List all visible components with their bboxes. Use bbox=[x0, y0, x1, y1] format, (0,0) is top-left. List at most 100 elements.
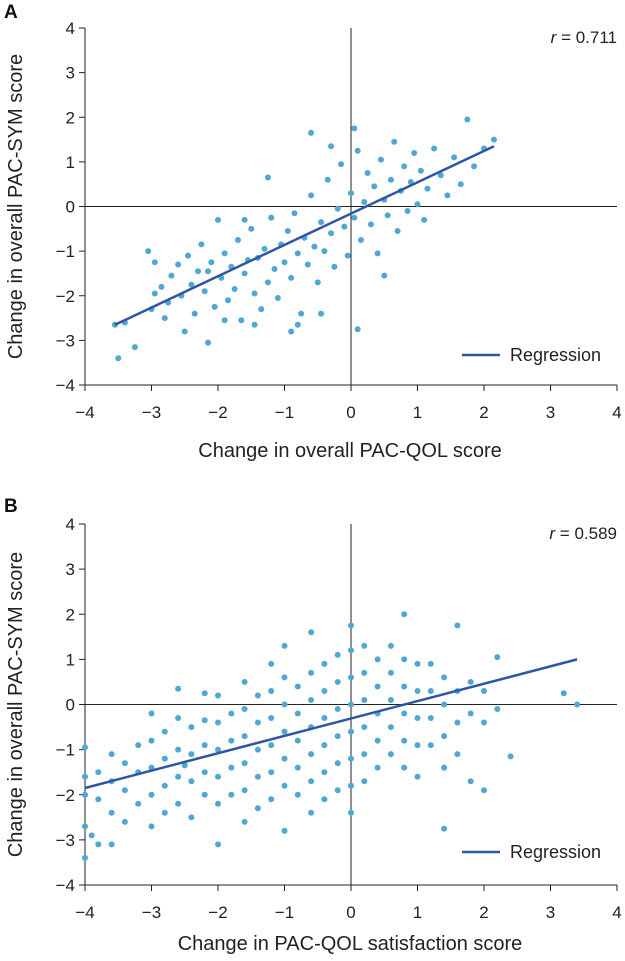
data-point bbox=[481, 719, 487, 726]
y-axis-title: Change in overall PAC-SYM score bbox=[5, 552, 27, 857]
data-point bbox=[318, 310, 325, 317]
data-point bbox=[215, 719, 221, 726]
data-point bbox=[361, 724, 368, 731]
data-point bbox=[175, 773, 182, 780]
data-point bbox=[254, 692, 261, 699]
data-point bbox=[334, 651, 341, 658]
data-point bbox=[82, 791, 88, 798]
data-point bbox=[401, 656, 408, 663]
data-point bbox=[348, 674, 354, 681]
x-tick-label: −4 bbox=[75, 903, 94, 922]
data-point bbox=[441, 733, 448, 740]
y-tick-label: −3 bbox=[56, 831, 75, 850]
data-point bbox=[471, 163, 478, 170]
correlation-value: = 0.711 bbox=[556, 28, 617, 47]
y-tick-label: −4 bbox=[56, 876, 75, 895]
data-point bbox=[201, 742, 208, 749]
data-point bbox=[241, 706, 248, 713]
data-point bbox=[308, 629, 315, 636]
data-point bbox=[384, 212, 391, 219]
data-point bbox=[348, 190, 354, 197]
data-point bbox=[321, 796, 328, 803]
data-point bbox=[95, 796, 102, 803]
data-point bbox=[201, 288, 208, 295]
y-tick-label: 0 bbox=[66, 198, 75, 217]
data-point bbox=[228, 791, 235, 798]
data-point bbox=[185, 252, 192, 259]
data-point bbox=[175, 715, 182, 722]
data-point bbox=[361, 669, 368, 676]
data-point bbox=[321, 687, 328, 694]
y-tick-label: 3 bbox=[66, 64, 75, 83]
data-point bbox=[288, 328, 295, 335]
data-point bbox=[321, 660, 328, 667]
data-point bbox=[374, 764, 381, 771]
data-point bbox=[281, 642, 288, 649]
data-point bbox=[321, 742, 328, 749]
data-point bbox=[268, 687, 275, 694]
data-point bbox=[457, 181, 464, 188]
x-tick-label: 4 bbox=[612, 403, 621, 422]
data-point bbox=[304, 261, 311, 268]
data-point bbox=[121, 818, 128, 825]
data-point bbox=[95, 769, 102, 776]
correlation-annotation: r = 0.589 bbox=[549, 524, 617, 543]
data-point bbox=[175, 685, 182, 692]
data-point bbox=[444, 192, 451, 199]
data-point bbox=[441, 825, 448, 832]
data-point bbox=[454, 751, 461, 758]
data-point bbox=[241, 270, 248, 277]
correlation-symbol: r bbox=[551, 28, 558, 47]
data-point bbox=[401, 764, 408, 771]
data-point bbox=[241, 216, 248, 223]
y-tick-label: −2 bbox=[56, 786, 75, 805]
panel-a: −4 −3 −2 −1 0 1 2 3 4 4 3 2 1 0 −1 −2 −3 −4 Ar = 0.711 Regr… bbox=[4, 2, 622, 462]
data-point bbox=[361, 642, 368, 649]
data-point bbox=[311, 243, 318, 250]
data-point bbox=[215, 692, 221, 699]
data-point bbox=[417, 167, 424, 174]
x-tick-label: −3 bbox=[142, 403, 161, 422]
data-point bbox=[308, 778, 315, 785]
data-point bbox=[281, 259, 288, 266]
data-point bbox=[334, 706, 341, 713]
data-point bbox=[344, 252, 351, 259]
data-point bbox=[82, 773, 88, 780]
y-axis-title: Change in overall PAC-SYM score bbox=[5, 54, 27, 359]
data-point bbox=[338, 161, 345, 168]
x-tick-label: −2 bbox=[208, 903, 227, 922]
data-point bbox=[401, 710, 408, 717]
data-point bbox=[294, 737, 301, 744]
data-point bbox=[494, 706, 501, 713]
data-point bbox=[414, 773, 421, 780]
data-point bbox=[377, 156, 384, 163]
data-point bbox=[411, 149, 418, 156]
data-point bbox=[148, 791, 155, 798]
y-tick-label: 1 bbox=[66, 650, 75, 669]
data-point bbox=[135, 742, 142, 749]
x-tick-label: 0 bbox=[346, 903, 355, 922]
y-tick-label: −2 bbox=[56, 287, 75, 306]
data-point bbox=[321, 248, 328, 255]
data-point bbox=[208, 259, 215, 266]
data-point bbox=[268, 715, 275, 722]
data-point bbox=[268, 214, 275, 221]
data-point bbox=[268, 660, 275, 667]
data-point bbox=[334, 733, 341, 740]
data-point bbox=[148, 710, 155, 717]
data-point bbox=[431, 145, 438, 152]
x-axis-title: Change in overall PAC-QOL score bbox=[198, 440, 501, 462]
data-point bbox=[348, 647, 354, 654]
correlation-annotation: r = 0.711 bbox=[551, 28, 617, 47]
data-point bbox=[451, 154, 458, 161]
data-point bbox=[82, 823, 88, 830]
data-point bbox=[374, 683, 381, 690]
data-point bbox=[427, 660, 434, 667]
data-point bbox=[441, 701, 448, 708]
data-point bbox=[348, 728, 354, 735]
data-point bbox=[161, 782, 168, 789]
data-point bbox=[205, 268, 212, 275]
data-point bbox=[268, 769, 275, 776]
y-tick-label: 0 bbox=[66, 696, 75, 715]
data-point bbox=[261, 245, 268, 252]
